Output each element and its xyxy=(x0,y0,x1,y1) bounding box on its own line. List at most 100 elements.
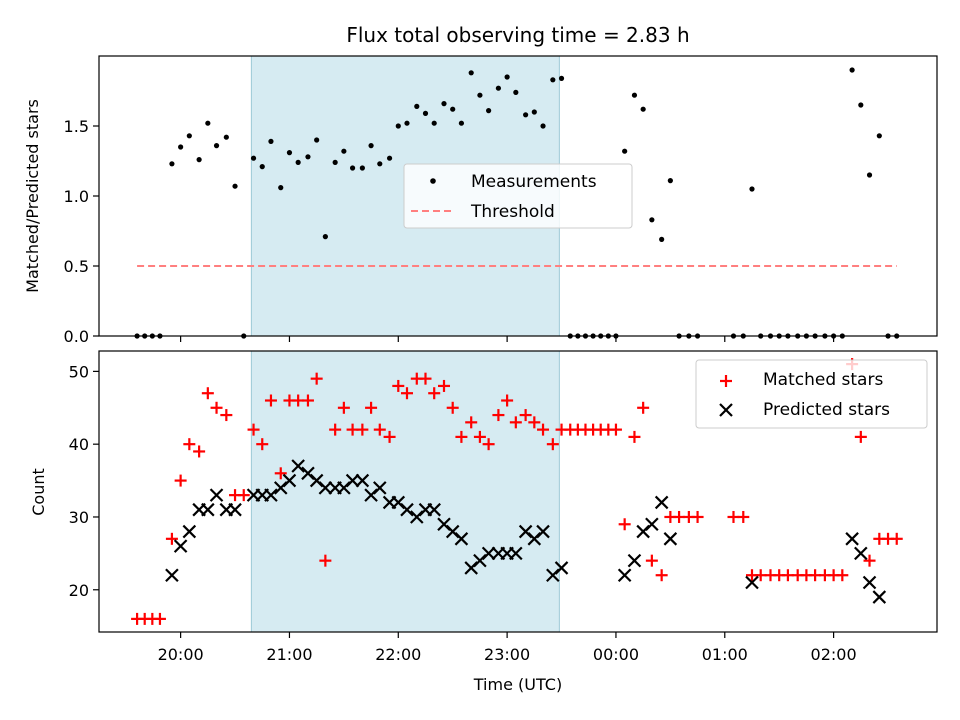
matched-stars-point xyxy=(655,569,668,582)
matched-stars-point xyxy=(174,474,187,487)
measurements-point xyxy=(649,217,655,223)
predicted-stars-point xyxy=(509,546,523,561)
measurements-point xyxy=(450,106,456,112)
bottom-marks xyxy=(131,351,903,632)
matched-stars-point xyxy=(437,379,450,392)
predicted-stars-point xyxy=(318,481,333,495)
measurements-point xyxy=(404,120,410,126)
matched-stars-point xyxy=(492,409,505,422)
measurements-point xyxy=(523,112,529,118)
x-tick-label: 20:00 xyxy=(158,645,204,664)
measurements-point xyxy=(558,75,565,81)
matched-stars-point xyxy=(528,416,541,429)
matched-stars-point xyxy=(193,445,206,458)
measurements-point xyxy=(286,150,293,156)
matched-stars-point xyxy=(691,510,704,523)
top-y-ticks: 0.0 0.5 1.0 1.5 xyxy=(64,117,99,346)
top-x-ticks xyxy=(180,336,835,342)
measurements-point xyxy=(295,159,301,165)
measurements-point xyxy=(468,70,474,76)
matched-stars-point xyxy=(482,438,495,451)
top-y-axis-title: Matched/Predicted stars xyxy=(23,99,42,293)
legend-matched-marker xyxy=(720,375,732,387)
predicted-stars-point xyxy=(627,553,642,568)
predicted-stars-point xyxy=(454,532,469,546)
measurements-point xyxy=(305,154,311,160)
predicted-stars-point xyxy=(400,502,414,517)
bottom-legend-box xyxy=(695,359,928,429)
measurements-point xyxy=(876,133,882,139)
bottom-y-tick-label: 40 xyxy=(69,435,89,454)
predicted-stars-point xyxy=(654,495,669,510)
top-panel: 0.0 0.5 1.0 1.5 Matched/Predicted stars Mea… xyxy=(23,55,938,346)
matched-stars-point xyxy=(165,532,178,545)
bottom-legend: Matched stars Predicted stars xyxy=(695,359,928,429)
bottom-y-tick-label: 50 xyxy=(69,362,89,381)
measurements-point xyxy=(431,120,437,126)
top-y-tick-label: 0.0 xyxy=(64,327,89,346)
matched-stars-point xyxy=(537,423,550,436)
matched-stars-point xyxy=(310,372,323,385)
matched-stars-point xyxy=(737,510,750,523)
legend-matched-label: Matched stars xyxy=(763,370,883,390)
matched-stars-point xyxy=(373,423,386,436)
measurements-point xyxy=(622,148,628,154)
matched-stars-point xyxy=(264,394,277,407)
matched-stars-point xyxy=(455,430,468,443)
measurements-point xyxy=(659,236,665,242)
predicted-stars-point xyxy=(264,488,278,502)
measurements-point xyxy=(359,165,365,171)
predicted-stars-point xyxy=(845,532,859,546)
measurements-point xyxy=(223,134,229,140)
matched-stars-point xyxy=(618,518,631,531)
predicted-stars-point xyxy=(872,590,887,604)
measurements-point xyxy=(504,74,510,80)
legend-predicted-marker xyxy=(719,403,733,417)
measurements-point xyxy=(486,108,492,114)
measurements-point xyxy=(441,101,447,107)
measurements-point xyxy=(178,144,184,150)
measurements-point xyxy=(268,138,274,144)
predicted-stars-point xyxy=(165,568,179,582)
measurements-point xyxy=(414,103,420,109)
x-tick-label: 00:00 xyxy=(593,645,639,664)
x-tick-label: 22:00 xyxy=(375,645,421,664)
matched-stars-point xyxy=(637,401,650,414)
measurements-point xyxy=(314,137,320,143)
matched-stars-point xyxy=(519,409,532,422)
predicted-stars-point xyxy=(228,502,242,517)
measurements-point xyxy=(232,183,238,189)
measurements-point xyxy=(341,148,347,154)
measurements-point xyxy=(631,92,638,98)
measurements-point xyxy=(169,161,175,167)
measurements-point xyxy=(667,178,673,184)
legend-measurements-marker xyxy=(430,178,436,184)
measurements-point xyxy=(866,172,873,178)
matched-stars-point xyxy=(465,416,478,429)
measurements-point xyxy=(458,120,465,126)
x-axis-title: Time (UTC) xyxy=(473,675,562,694)
measurements-point xyxy=(513,89,519,95)
matched-stars-point xyxy=(609,423,622,436)
measurements-point xyxy=(640,106,646,112)
matched-stars-point xyxy=(392,379,405,392)
matched-stars-point xyxy=(153,612,166,625)
matched-stars-point xyxy=(383,430,396,443)
matched-stars-point xyxy=(356,423,369,436)
matched-stars-point xyxy=(237,489,250,502)
predicted-stars-point xyxy=(373,481,387,495)
bottom-y-tick-label: 20 xyxy=(69,581,89,600)
matched-stars-point xyxy=(863,554,876,567)
legend-predicted-label: Predicted stars xyxy=(763,400,890,420)
predicted-stars-point xyxy=(617,568,632,582)
bottom-y-tick-label: 30 xyxy=(69,508,89,527)
legend-threshold-label: Threshold xyxy=(470,202,555,222)
matched-stars-point xyxy=(428,387,441,400)
measurements-point xyxy=(395,123,401,129)
matched-stars-point xyxy=(890,532,903,545)
bottom-y-ticks: 20 30 40 50 xyxy=(69,362,99,600)
bottom-y-axis-title: Count xyxy=(29,468,48,516)
matched-stars-point xyxy=(210,401,223,414)
predicted-stars-point xyxy=(745,575,759,590)
